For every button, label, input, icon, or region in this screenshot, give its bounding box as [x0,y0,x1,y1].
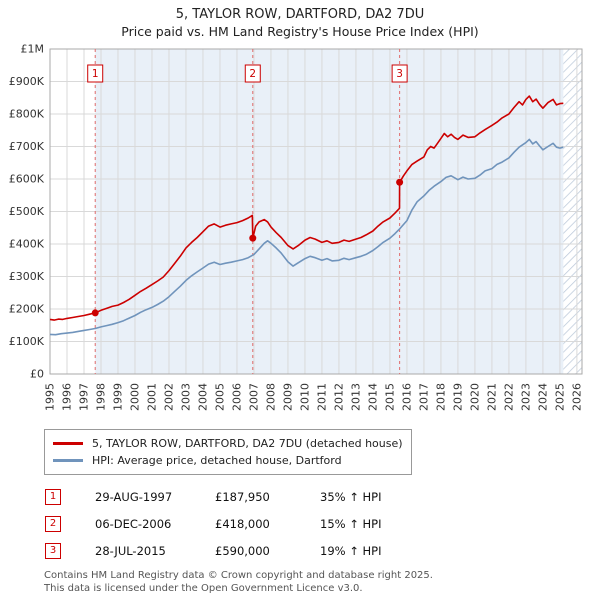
hpi-line-swatch-icon [53,459,83,462]
sale-price: £418,000 [215,516,270,531]
sale-flag-box [391,64,408,83]
sale-point-marker [396,178,404,186]
page-title: 5, TAYLOR ROW, DARTFORD, DA2 7DU [175,7,425,22]
chart-legend: 5, TAYLOR ROW, DARTFORD, DA2 7DU (detach… [44,429,412,475]
svg-text:2011: 2011 [315,383,328,411]
sale-number-badge: 2 [45,515,61,532]
svg-text:2020: 2020 [468,383,481,411]
price-chart: 1 2 3 £0 £100K £200K £300K £400K £500K £600K £700K… [9,43,584,411]
hpi-line [49,138,564,336]
sale-flag-number: 3 [396,68,403,80]
svg-text:2018: 2018 [434,383,447,411]
property-line-swatch-icon [53,442,83,445]
sale-date: 29-AUG-1997 [95,489,173,504]
svg-text:£800K: £800K [9,108,45,121]
sale-point-marker [249,234,257,242]
svg-text:2023: 2023 [519,383,532,411]
svg-text:2006: 2006 [230,383,243,411]
svg-text:2008: 2008 [264,383,277,411]
x-axis-labels: 1995 1996 1997 1998 1999 2000 2001 2002 2003 2004… [44,383,584,411]
svg-text:2026: 2026 [570,383,583,411]
svg-text:£200K: £200K [9,303,45,316]
svg-text:£400K: £400K [9,238,45,251]
sale-hpi-change: 35% ↑ HPI [320,489,382,504]
sale-row: 2 06-DEC-2006 £418,000 15% ↑ HPI [0,510,600,537]
legend-item-property: 5, TAYLOR ROW, DARTFORD, DA2 7DU (detach… [53,435,403,452]
svg-text:£1M: £1M [21,43,45,56]
svg-text:2000: 2000 [129,383,142,411]
svg-text:£900K: £900K [9,75,45,88]
svg-text:2005: 2005 [213,383,226,411]
svg-text:1996: 1996 [61,383,74,411]
sale-hpi-change: 15% ↑ HPI [320,516,382,531]
svg-text:1997: 1997 [78,383,91,411]
svg-text:1999: 1999 [112,383,125,411]
sale-row: 3 28-JUL-2015 £590,000 19% ↑ HPI [0,537,600,564]
sale-date: 06-DEC-2006 [95,516,172,531]
svg-text:2017: 2017 [417,383,430,411]
footer-line1: Contains HM Land Registry data © Crown c… [44,570,433,581]
sale-price: £187,950 [215,489,270,504]
svg-text:2025: 2025 [553,383,566,411]
sale-point-marker [91,309,99,317]
svg-text:£100K: £100K [9,335,45,348]
svg-text:1998: 1998 [95,383,108,411]
svg-text:2012: 2012 [332,383,345,411]
svg-text:2001: 2001 [146,383,159,411]
y-axis-labels: £0 £100K £200K £300K £400K £500K £600K £700K £80… [9,43,45,381]
legend-hpi-label: HPI: Average price, detached house, Dart… [92,454,342,467]
svg-text:2019: 2019 [451,383,464,411]
svg-text:£300K: £300K [9,270,45,283]
sale-hpi-change: 19% ↑ HPI [320,543,382,558]
svg-text:2003: 2003 [179,383,192,411]
plot-border [49,48,583,375]
svg-text:2007: 2007 [247,383,260,411]
svg-text:£0: £0 [30,368,44,381]
license-footer: Contains HM Land Registry data © Crown c… [44,570,600,596]
sale-row: 1 29-AUG-1997 £187,950 35% ↑ HPI [0,483,600,510]
svg-text:2014: 2014 [366,383,379,411]
svg-text:2009: 2009 [281,383,294,411]
svg-text:£500K: £500K [9,205,45,218]
svg-text:£700K: £700K [9,140,45,153]
sale-flag-box [87,64,104,83]
sale-flag-box [244,64,261,83]
sale-date: 28-JUL-2015 [95,543,166,558]
sale-flag-number: 1 [92,68,99,80]
legend-property-label: 5, TAYLOR ROW, DARTFORD, DA2 7DU (detach… [92,437,403,450]
sale-flag-number: 2 [249,68,256,80]
svg-text:2021: 2021 [485,383,498,411]
footer-line2: This data is licensed under the Open Gov… [44,582,363,594]
svg-text:2013: 2013 [349,383,362,411]
property-price-line [49,95,564,321]
svg-text:2004: 2004 [196,383,209,411]
sale-price: £590,000 [215,543,270,558]
sale-number-badge: 3 [45,542,61,559]
sale-number-badge: 1 [45,488,61,505]
sales-table: 1 29-AUG-1997 £187,950 35% ↑ HPI 2 06-DE… [0,483,600,564]
svg-text:£600K: £600K [9,173,45,186]
legend-item-hpi: HPI: Average price, detached house, Dart… [53,452,403,469]
svg-text:2024: 2024 [536,383,549,411]
svg-text:2002: 2002 [162,383,175,411]
page-subtitle: Price paid vs. HM Land Registry's House … [121,24,479,39]
svg-text:2010: 2010 [298,383,311,411]
svg-text:2015: 2015 [383,383,396,411]
svg-text:1995: 1995 [44,383,57,411]
svg-text:2022: 2022 [502,383,515,411]
svg-text:2016: 2016 [400,383,413,411]
